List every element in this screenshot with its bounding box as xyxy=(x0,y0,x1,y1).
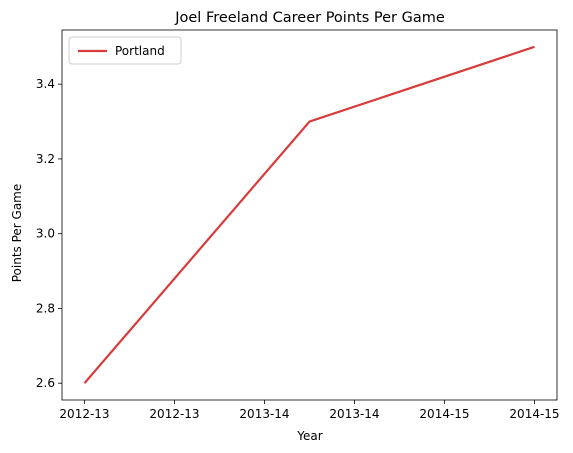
y-tick-label: 3.0 xyxy=(36,227,55,241)
y-tick-label: 3.2 xyxy=(36,152,55,166)
x-tick-label: 2012-13 xyxy=(59,407,109,421)
y-tick-label: 2.6 xyxy=(36,376,55,390)
plot-area xyxy=(61,29,558,401)
chart-title: Joel Freeland Career Points Per Game xyxy=(174,10,445,26)
x-axis-label: Year xyxy=(296,429,322,443)
x-tick-label: 2013-14 xyxy=(239,407,289,421)
x-tick-label: 2014-15 xyxy=(419,407,469,421)
legend-label: Portland xyxy=(115,44,165,58)
plot-frame xyxy=(61,29,558,401)
y-axis-label: Points Per Game xyxy=(10,184,24,283)
y-tick-label: 2.8 xyxy=(36,301,55,315)
y-tick-label: 3.4 xyxy=(36,77,55,91)
x-tick-label: 2014-15 xyxy=(509,407,559,421)
series-line xyxy=(83,45,535,384)
legend-box xyxy=(68,36,182,65)
x-tick-label: 2013-14 xyxy=(329,407,379,421)
series-lines xyxy=(83,45,535,384)
x-tick-label: 2012-13 xyxy=(149,407,199,421)
y-axis: 2.6 2.8 3.0 3.2 3.4 xyxy=(36,77,62,390)
x-axis: 2012-13 2012-13 2013-14 2013-14 2014-15 2014-… xyxy=(59,400,560,421)
legend: Portland xyxy=(68,36,182,65)
